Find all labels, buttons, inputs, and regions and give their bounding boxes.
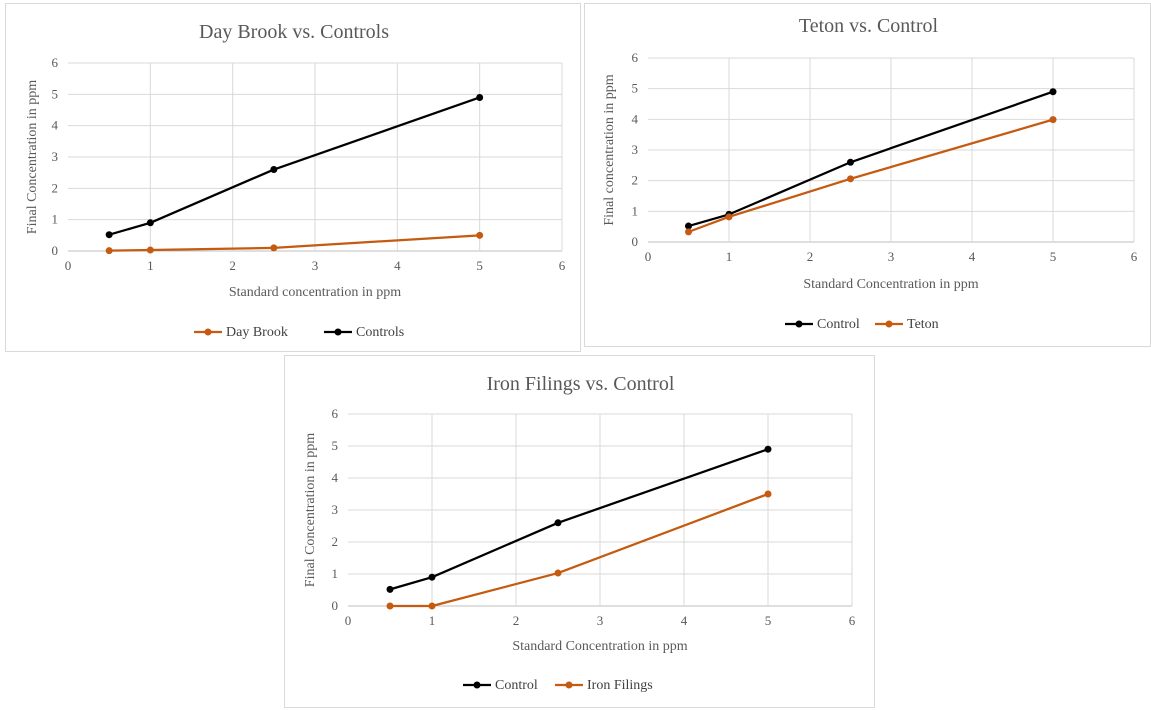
y-tick-label: 4	[52, 118, 59, 133]
data-point	[476, 231, 484, 239]
legend-swatch-marker	[473, 681, 481, 689]
x-tick-label: 3	[312, 258, 319, 273]
x-axis-label: Standard Concentration in ppm	[803, 277, 978, 292]
chart-day-brook: Day Brook vs. Controls 0 1 2 3 4 5 6 0 1 2 3 4 5 6 Stan…	[25, 21, 566, 340]
y-tick-label: 0	[332, 598, 339, 613]
y-tick-label: 6	[52, 55, 59, 70]
data-point	[764, 445, 772, 453]
x-tick-label: 2	[513, 613, 520, 628]
x-tick-label: 3	[597, 613, 604, 628]
data-point	[476, 93, 484, 101]
series-line	[108, 96, 481, 236]
x-tick-label: 6	[1131, 249, 1138, 264]
data-point	[1049, 116, 1057, 124]
data-point	[554, 519, 562, 527]
y-tick-label: 6	[332, 406, 339, 421]
data-point	[685, 222, 692, 230]
data-point	[725, 213, 733, 221]
chart-title: Iron Filings vs. Control	[487, 373, 675, 395]
x-tick-label: 2	[229, 258, 236, 273]
y-tick-label: 4	[632, 111, 639, 126]
y-tick-label: 5	[52, 86, 59, 101]
x-tick-label: 1	[726, 249, 733, 264]
y-tick-label: 5	[332, 438, 339, 453]
chart-iron-filings: Iron Filings vs. Control 0 1 2 3 4 5 6 0 1 2 3 4 5 6 St…	[303, 373, 856, 693]
y-tick-label: 6	[632, 50, 639, 65]
x-tick-label: 6	[849, 613, 856, 628]
x-tick-label: 4	[394, 258, 401, 273]
x-tick-label: 0	[645, 249, 652, 264]
legend-swatch-marker	[565, 681, 573, 689]
x-tick-label: 4	[969, 249, 976, 264]
chart-panel-teton: Teton vs. Control 0 1 2 3 4 5 6 0 1 2 3 4 5 6 Standard …	[584, 3, 1151, 347]
y-axis-label: Final Concentration in ppm	[25, 80, 40, 234]
y-tick-label: 1	[632, 203, 639, 218]
y-tick-label: 1	[332, 566, 339, 581]
series-line	[688, 90, 1054, 228]
x-axis-label: Standard Concentration in ppm	[512, 639, 687, 654]
data-point	[428, 573, 436, 581]
legend-swatch-marker	[204, 328, 212, 336]
x-tick-label: 6	[559, 258, 566, 273]
data-point	[847, 158, 854, 166]
y-tick-label: 3	[632, 142, 639, 157]
y-tick-label: 2	[52, 180, 59, 195]
x-axis-label: Standard concentration in ppm	[229, 285, 401, 300]
legend-label: Controls	[356, 325, 404, 340]
data-point	[270, 166, 278, 174]
y-axis-label: Final concentration in ppm	[602, 74, 617, 225]
data-point	[105, 231, 113, 239]
y-tick-label: 0	[632, 234, 639, 249]
y-tick-label: 1	[52, 212, 59, 227]
data-point	[386, 602, 394, 610]
y-tick-label: 0	[52, 243, 59, 258]
data-point	[1049, 88, 1057, 96]
y-tick-label: 3	[52, 149, 59, 164]
x-tick-label: 3	[888, 249, 895, 264]
x-tick-label: 0	[345, 613, 352, 628]
chart-teton: Teton vs. Control 0 1 2 3 4 5 6 0 1 2 3 4 5 6 Standard …	[602, 15, 1138, 332]
x-tick-label: 5	[765, 613, 772, 628]
data-point	[105, 247, 113, 255]
x-tick-label: 1	[429, 613, 436, 628]
y-tick-label: 4	[332, 470, 339, 485]
y-tick-label: 5	[632, 81, 639, 96]
legend-swatch-marker	[885, 320, 893, 328]
data-point	[847, 175, 854, 183]
data-point	[386, 585, 394, 593]
series-line	[688, 118, 1054, 233]
series-line	[390, 492, 769, 608]
series-line	[389, 448, 769, 591]
y-tick-label: 3	[332, 502, 339, 517]
data-point	[146, 219, 154, 227]
y-tick-label: 2	[632, 173, 639, 188]
chart-title: Day Brook vs. Controls	[199, 21, 389, 43]
x-tick-label: 1	[147, 258, 154, 273]
legend-label: Iron Filings	[587, 678, 653, 693]
data-point	[428, 602, 436, 610]
legend-label: Control	[817, 317, 860, 332]
series-line	[109, 234, 480, 252]
data-point	[554, 569, 562, 577]
chart-title: Teton vs. Control	[799, 15, 939, 37]
x-tick-label: 2	[807, 249, 814, 264]
x-tick-label: 5	[476, 258, 483, 273]
legend-label: Control	[495, 678, 538, 693]
x-tick-label: 4	[681, 613, 688, 628]
legend-swatch-marker	[334, 328, 342, 336]
y-tick-label: 2	[332, 534, 339, 549]
data-point	[146, 246, 154, 254]
chart-panel-day-brook: Day Brook vs. Controls 0 1 2 3 4 5 6 0 1 2 3 4 5 6 Stan…	[5, 3, 581, 352]
data-point	[270, 244, 278, 252]
legend-label: Teton	[907, 317, 939, 332]
x-tick-label: 0	[65, 258, 72, 273]
legend-swatch-marker	[795, 320, 803, 328]
data-point	[764, 490, 772, 498]
data-point	[685, 228, 692, 236]
chart-panel-iron-filings: Iron Filings vs. Control 0 1 2 3 4 5 6 0 1 2 3 4 5 6 St…	[284, 355, 875, 708]
y-axis-label: Final Concentration in ppm	[303, 433, 318, 587]
legend-label: Day Brook	[226, 325, 288, 340]
x-tick-label: 5	[1050, 249, 1057, 264]
